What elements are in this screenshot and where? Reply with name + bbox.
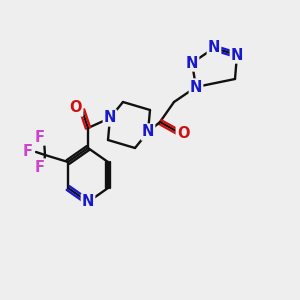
Text: O: O [177, 125, 189, 140]
Text: F: F [35, 130, 45, 145]
Text: N: N [142, 124, 154, 140]
Text: F: F [23, 145, 33, 160]
Text: N: N [82, 194, 94, 209]
Text: N: N [190, 80, 202, 94]
Text: F: F [35, 160, 45, 175]
Text: O: O [70, 100, 82, 116]
Text: N: N [186, 56, 198, 70]
Text: N: N [104, 110, 116, 125]
Text: N: N [231, 47, 243, 62]
Text: N: N [208, 40, 220, 56]
